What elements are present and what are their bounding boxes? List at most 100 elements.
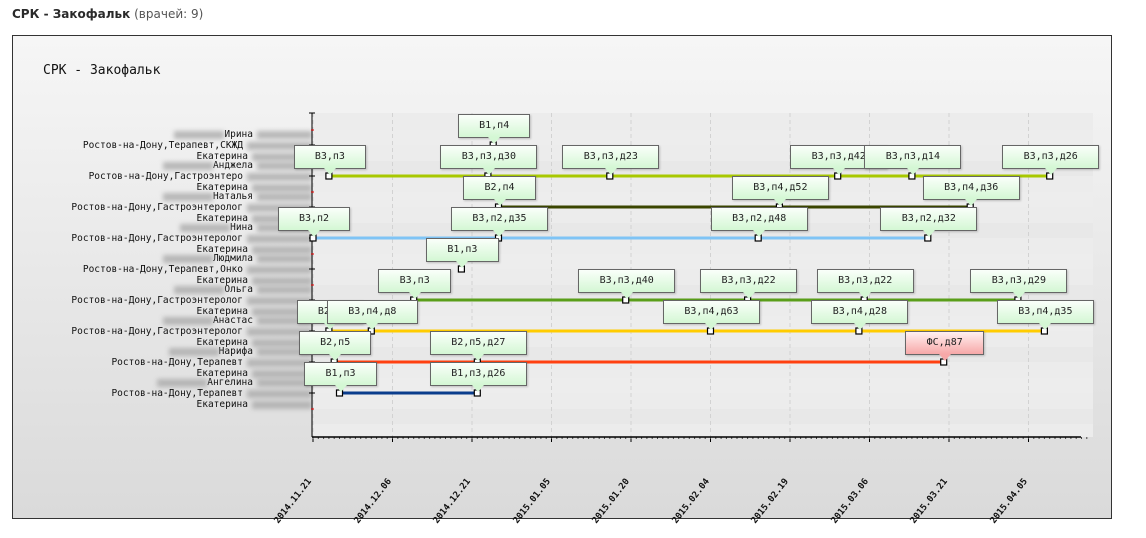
data-label: В2,п4	[463, 176, 536, 206]
redacted-text	[247, 172, 312, 181]
data-label: В3,п3,д22	[816, 269, 914, 299]
doctor-name: Ангелина	[157, 377, 312, 388]
rep-name: Екатерина	[197, 306, 312, 317]
rep-name: Екатерина	[197, 399, 312, 410]
redacted-text	[247, 234, 312, 243]
row-band	[313, 254, 1093, 269]
redacted-text	[174, 285, 225, 294]
redacted-text	[257, 347, 312, 356]
rep-name-text: Екатерина	[196, 213, 248, 224]
doctor-name-text: Ангелина	[207, 377, 253, 388]
doctor-name-text: Наталья	[212, 191, 253, 202]
data-label: В2,п5,д27	[429, 331, 527, 361]
redacted-text	[257, 254, 312, 263]
rep-name: Екатерина	[197, 337, 312, 348]
rep-name-text: Екатерина	[196, 151, 248, 162]
redacted-text	[257, 285, 312, 294]
doctor-info: Ростов-на-Дону,Терапевт	[111, 388, 312, 399]
data-label: В3,п2,д35	[451, 207, 548, 237]
redacted-text	[162, 192, 213, 201]
doctor-count: (врачей: 9)	[134, 7, 204, 21]
doctor-name-text: Нарифа	[218, 346, 253, 357]
redacted-text	[168, 347, 219, 356]
rep-name-text: Екатерина	[196, 337, 248, 348]
doctor-name-text: Анастас	[212, 315, 253, 326]
doctor-name: Ирина	[174, 129, 312, 140]
redacted-text	[247, 141, 312, 150]
doctor-name: Анастас	[162, 315, 312, 326]
doctor-name-text: Ольга	[224, 284, 253, 295]
doctor-info-text: Ростов-на-Дону,Терапевт	[111, 357, 243, 368]
data-label: В3,п4,д52	[731, 176, 829, 206]
data-label: ФС,д87	[905, 331, 984, 361]
redacted-text	[257, 161, 312, 170]
data-label: В3,п2,д32	[880, 207, 978, 237]
redacted-text	[174, 130, 225, 139]
doctor-info-text: Ростов-на-Дону,Гастроэнтеролог	[71, 233, 243, 244]
redacted-text	[247, 265, 312, 274]
data-label: В1,п3	[426, 238, 499, 268]
data-label: В3,п4,д8	[326, 300, 418, 330]
doctor-info-text: Ростов-на-Дону,Гастроэнтеро	[88, 171, 243, 182]
redacted-text	[252, 400, 312, 409]
doctor-info-text: Ростов-на-Дону,Терапевт,Онко	[82, 264, 243, 275]
doctor-info: Ростов-на-Дону,Гастроэнтеролог	[71, 295, 312, 306]
data-label: В3,п4,д28	[811, 300, 909, 330]
data-label: В3,п3	[378, 269, 451, 299]
doctor-name: Ольга	[174, 284, 312, 295]
redacted-text	[180, 223, 231, 232]
row-band	[313, 130, 1093, 145]
chart-frame: СРК - Закофальк Ирина Ростов-на-Дону,Тера…	[12, 35, 1112, 526]
data-label: В3,п4,д35	[996, 300, 1094, 330]
data-label: В3,п3	[293, 145, 367, 175]
redacted-text	[257, 316, 312, 325]
rep-name-text: Екатерина	[196, 306, 248, 317]
data-label: В3,п4,д63	[663, 300, 760, 330]
doctor-info: Ростов-на-Дону,Терапевт	[111, 357, 312, 368]
rep-name: Екатерина	[197, 244, 312, 255]
data-label: В2,п5	[298, 331, 372, 361]
rep-name-text: Екатерина	[196, 368, 248, 379]
redacted-text	[247, 296, 312, 305]
doctor-info: Ростов-на-Дону,Гастроэнтеро	[89, 171, 312, 182]
doctor-name-text: Анджела	[212, 160, 253, 171]
rep-name: Екатерина	[197, 151, 312, 162]
doctor-info-text: Ростов-на-Дону,Терапевт,СКЖД	[82, 140, 243, 151]
doctor-info-text: Ростов-на-Дону,Гастроэнтеролог	[71, 295, 243, 306]
data-label: В3,п3,д14	[864, 145, 962, 175]
redacted-text	[257, 378, 312, 387]
doctor-name: Анджела	[162, 160, 312, 171]
data-label: В1,п3	[304, 362, 377, 392]
redacted-text	[252, 338, 312, 347]
doctor-name: Наталья	[162, 191, 312, 202]
rep-name-text: Екатерина	[196, 182, 248, 193]
page-title: СРК - Закофальк	[12, 7, 131, 21]
redacted-text	[247, 358, 312, 367]
rep-name-text: Екатерина	[196, 399, 248, 410]
redacted-text	[247, 327, 312, 336]
redacted-text	[157, 378, 208, 387]
data-label: В3,п2	[277, 207, 351, 237]
doctor-info-text: Ростов-на-Дону,Гастроэнтеролог	[71, 326, 243, 337]
rep-name-text: Екатерина	[196, 275, 248, 286]
doctor-name-text: Ирина	[224, 129, 253, 140]
doctor-info: Ростов-на-Дону,Терапевт,Онко	[83, 264, 312, 275]
doctor-info-text: Ростов-на-Дону,Терапевт	[111, 388, 243, 399]
redacted-text	[252, 245, 312, 254]
doctor-name: Людмила	[162, 253, 312, 264]
data-label: В3,п4,д36	[922, 176, 1020, 206]
doctor-info: Ростов-на-Дону,Гастроэнтеролог	[71, 326, 312, 337]
doctor-name: Нарифа	[168, 346, 312, 357]
data-label: В3,п3,д30	[440, 145, 538, 175]
redacted-text	[257, 192, 312, 201]
doctor-name-text: Нина	[230, 222, 253, 233]
rep-name: Екатерина	[197, 275, 312, 286]
redacted-text	[252, 152, 312, 161]
redacted-text	[162, 161, 213, 170]
data-label: В3,п2,д48	[710, 207, 808, 237]
rep-name: Екатерина	[197, 368, 312, 379]
data-label: В3,п3,д23	[562, 145, 660, 175]
data-label: В1,п4	[457, 114, 531, 144]
chart-title: СРК - Закофальк	[43, 63, 161, 78]
redacted-text	[247, 389, 312, 398]
